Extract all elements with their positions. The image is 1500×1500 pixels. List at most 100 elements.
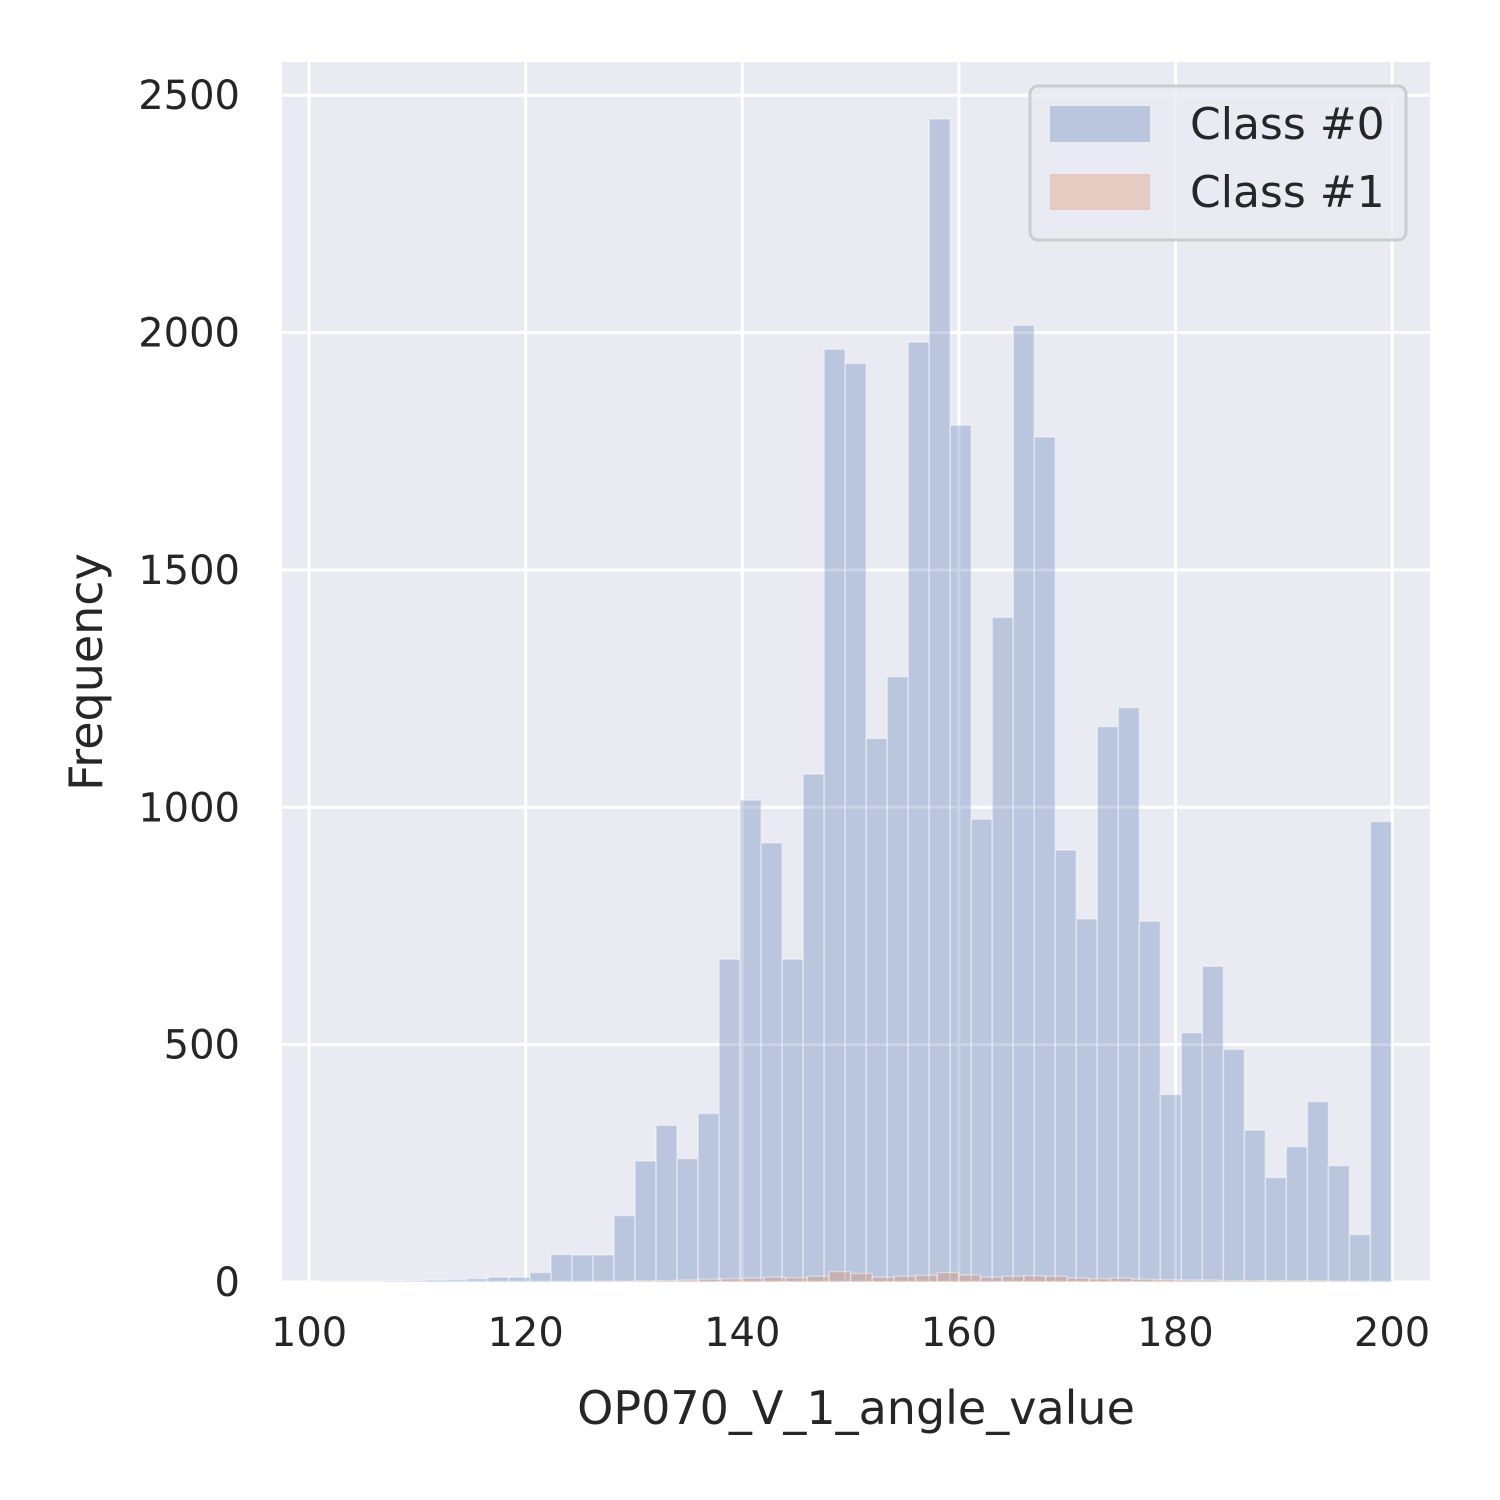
histogram-bar-class-0 (781, 958, 804, 1283)
histogram-bar-class-1 (871, 1276, 895, 1283)
x-axis-label: OP070_V_1_angle_value (577, 1381, 1135, 1435)
histogram-bar-class-1 (676, 1279, 700, 1283)
histogram-bar-class-1 (893, 1275, 917, 1283)
histogram-bar-class-0 (613, 1214, 636, 1283)
histogram-bar-class-1 (1218, 1279, 1242, 1283)
histogram-bar-class-0 (802, 773, 825, 1283)
histogram-bar-class-0 (1033, 436, 1057, 1283)
y-tick-label: 1000 (138, 785, 240, 831)
histogram-bar-class-0 (823, 348, 846, 1283)
histogram-bar-class-1 (654, 1279, 679, 1283)
histogram-bar-class-0 (1348, 1233, 1372, 1283)
legend-swatch-class-0 (1050, 106, 1150, 142)
histogram-bar-class-0 (1096, 725, 1120, 1283)
histogram-bar-class-0 (865, 737, 888, 1283)
histogram-bar-class-0 (907, 341, 930, 1283)
histogram-bar-class-0 (445, 1278, 468, 1283)
histogram-bar-class-1 (741, 1277, 765, 1283)
histogram-bar-class-1 (1283, 1280, 1307, 1283)
histogram-bar-class-1 (784, 1276, 809, 1283)
histogram-bar-class-0 (487, 1276, 510, 1283)
x-tick-label: 120 (487, 1310, 563, 1356)
histogram-bar-class-0 (1012, 324, 1036, 1283)
histogram-bar-class-1 (1044, 1275, 1068, 1283)
histogram-bar-class-0 (760, 842, 783, 1283)
histogram-bar-class-1 (698, 1278, 722, 1283)
histogram-bar-class-1 (1088, 1277, 1112, 1283)
histogram-bar-class-0 (1054, 849, 1078, 1283)
histogram-bar-class-0 (550, 1253, 573, 1283)
histogram-bar-class-1 (828, 1270, 852, 1283)
x-tick-label: 140 (704, 1310, 780, 1356)
histogram-bar-class-0 (634, 1160, 657, 1283)
histogram-bar-class-1 (806, 1275, 830, 1283)
histogram-bar-class-1 (1153, 1278, 1177, 1283)
histogram-bar-class-1 (1174, 1279, 1198, 1283)
histogram-bar-class-0 (424, 1279, 447, 1283)
histogram-bar-class-1 (1109, 1277, 1133, 1283)
histogram-bar-class-0 (1327, 1164, 1351, 1283)
histogram-bar-class-0 (403, 1279, 426, 1283)
x-tick-label: 180 (1137, 1310, 1213, 1356)
histogram-bar-class-1 (1261, 1280, 1285, 1283)
histogram-bar-class-1 (1023, 1275, 1047, 1283)
histogram-bar-class-1 (958, 1274, 982, 1283)
histogram-bar-class-0 (739, 799, 762, 1283)
histogram-bar-class-0 (1306, 1100, 1330, 1283)
histogram-bar-class-0 (1117, 706, 1141, 1283)
histogram-bar-class-1 (763, 1276, 787, 1283)
histogram-bar-class-0 (1201, 965, 1225, 1283)
histogram-bar-class-1 (1131, 1278, 1155, 1283)
histogram-bar-class-0 (1138, 920, 1162, 1283)
x-tick-label: 100 (271, 1310, 347, 1356)
histogram-bar-class-0 (949, 424, 972, 1283)
histogram-bar-class-0 (697, 1112, 720, 1283)
histogram-bar-class-0 (1159, 1093, 1183, 1283)
y-tick-label: 0 (215, 1260, 240, 1306)
legend-label-class-0: Class #0 (1190, 99, 1385, 150)
histogram-bar-class-0 (382, 1280, 405, 1283)
histogram-bar-class-0 (1222, 1048, 1246, 1283)
histogram-bar-class-1 (914, 1274, 938, 1283)
histogram-bar-class-0 (1285, 1145, 1309, 1283)
legend-box (1028, 84, 1408, 242)
histogram-bar-class-0 (466, 1277, 489, 1283)
histogram-bar-class-1 (1066, 1277, 1090, 1283)
legend-label-class-1: Class #1 (1190, 167, 1385, 218)
x-tick-label: 200 (1354, 1310, 1430, 1356)
histogram-bar-class-1 (979, 1276, 1003, 1283)
legend-swatch-class-1 (1050, 174, 1150, 210)
histogram-bar-class-0 (1264, 1176, 1288, 1283)
y-tick-label: 500 (164, 1023, 240, 1069)
histogram-bar-class-0 (970, 818, 993, 1283)
y-tick-label: 2000 (138, 311, 240, 357)
histogram-bar-class-0 (1243, 1129, 1267, 1283)
x-tick-label: 160 (921, 1310, 997, 1356)
histogram-bar-class-0 (844, 362, 867, 1283)
histogram-bar-class-1 (1239, 1279, 1263, 1283)
y-tick-label: 1500 (138, 548, 240, 594)
histogram-bar-class-1 (1304, 1280, 1328, 1283)
histogram-bar-class-1 (633, 1280, 657, 1283)
histogram-bar-class-0 (991, 616, 1015, 1283)
bars (319, 118, 1393, 1283)
histogram-bar-class-1 (1001, 1275, 1025, 1283)
histogram-bar-class-0 (928, 118, 951, 1283)
histogram-bar-class-0 (571, 1254, 594, 1283)
histogram-bar-class-0 (508, 1276, 531, 1283)
y-tick-label: 2500 (138, 73, 240, 119)
histogram-bar-class-0 (1369, 820, 1393, 1283)
histogram-bar-class-0 (1075, 918, 1099, 1283)
histogram-bar-class-1 (1196, 1279, 1220, 1283)
histogram-bar-class-1 (719, 1277, 744, 1283)
histogram-bar-class-0 (886, 675, 909, 1283)
histogram-bar-class-0 (529, 1271, 552, 1283)
histogram-bar-class-0 (676, 1157, 699, 1283)
histogram-bar-class-1 (849, 1272, 873, 1283)
histogram-bar-class-1 (936, 1271, 960, 1283)
legend: Class #0 Class #1 (1028, 84, 1408, 242)
histogram-bar-class-0 (655, 1124, 678, 1283)
